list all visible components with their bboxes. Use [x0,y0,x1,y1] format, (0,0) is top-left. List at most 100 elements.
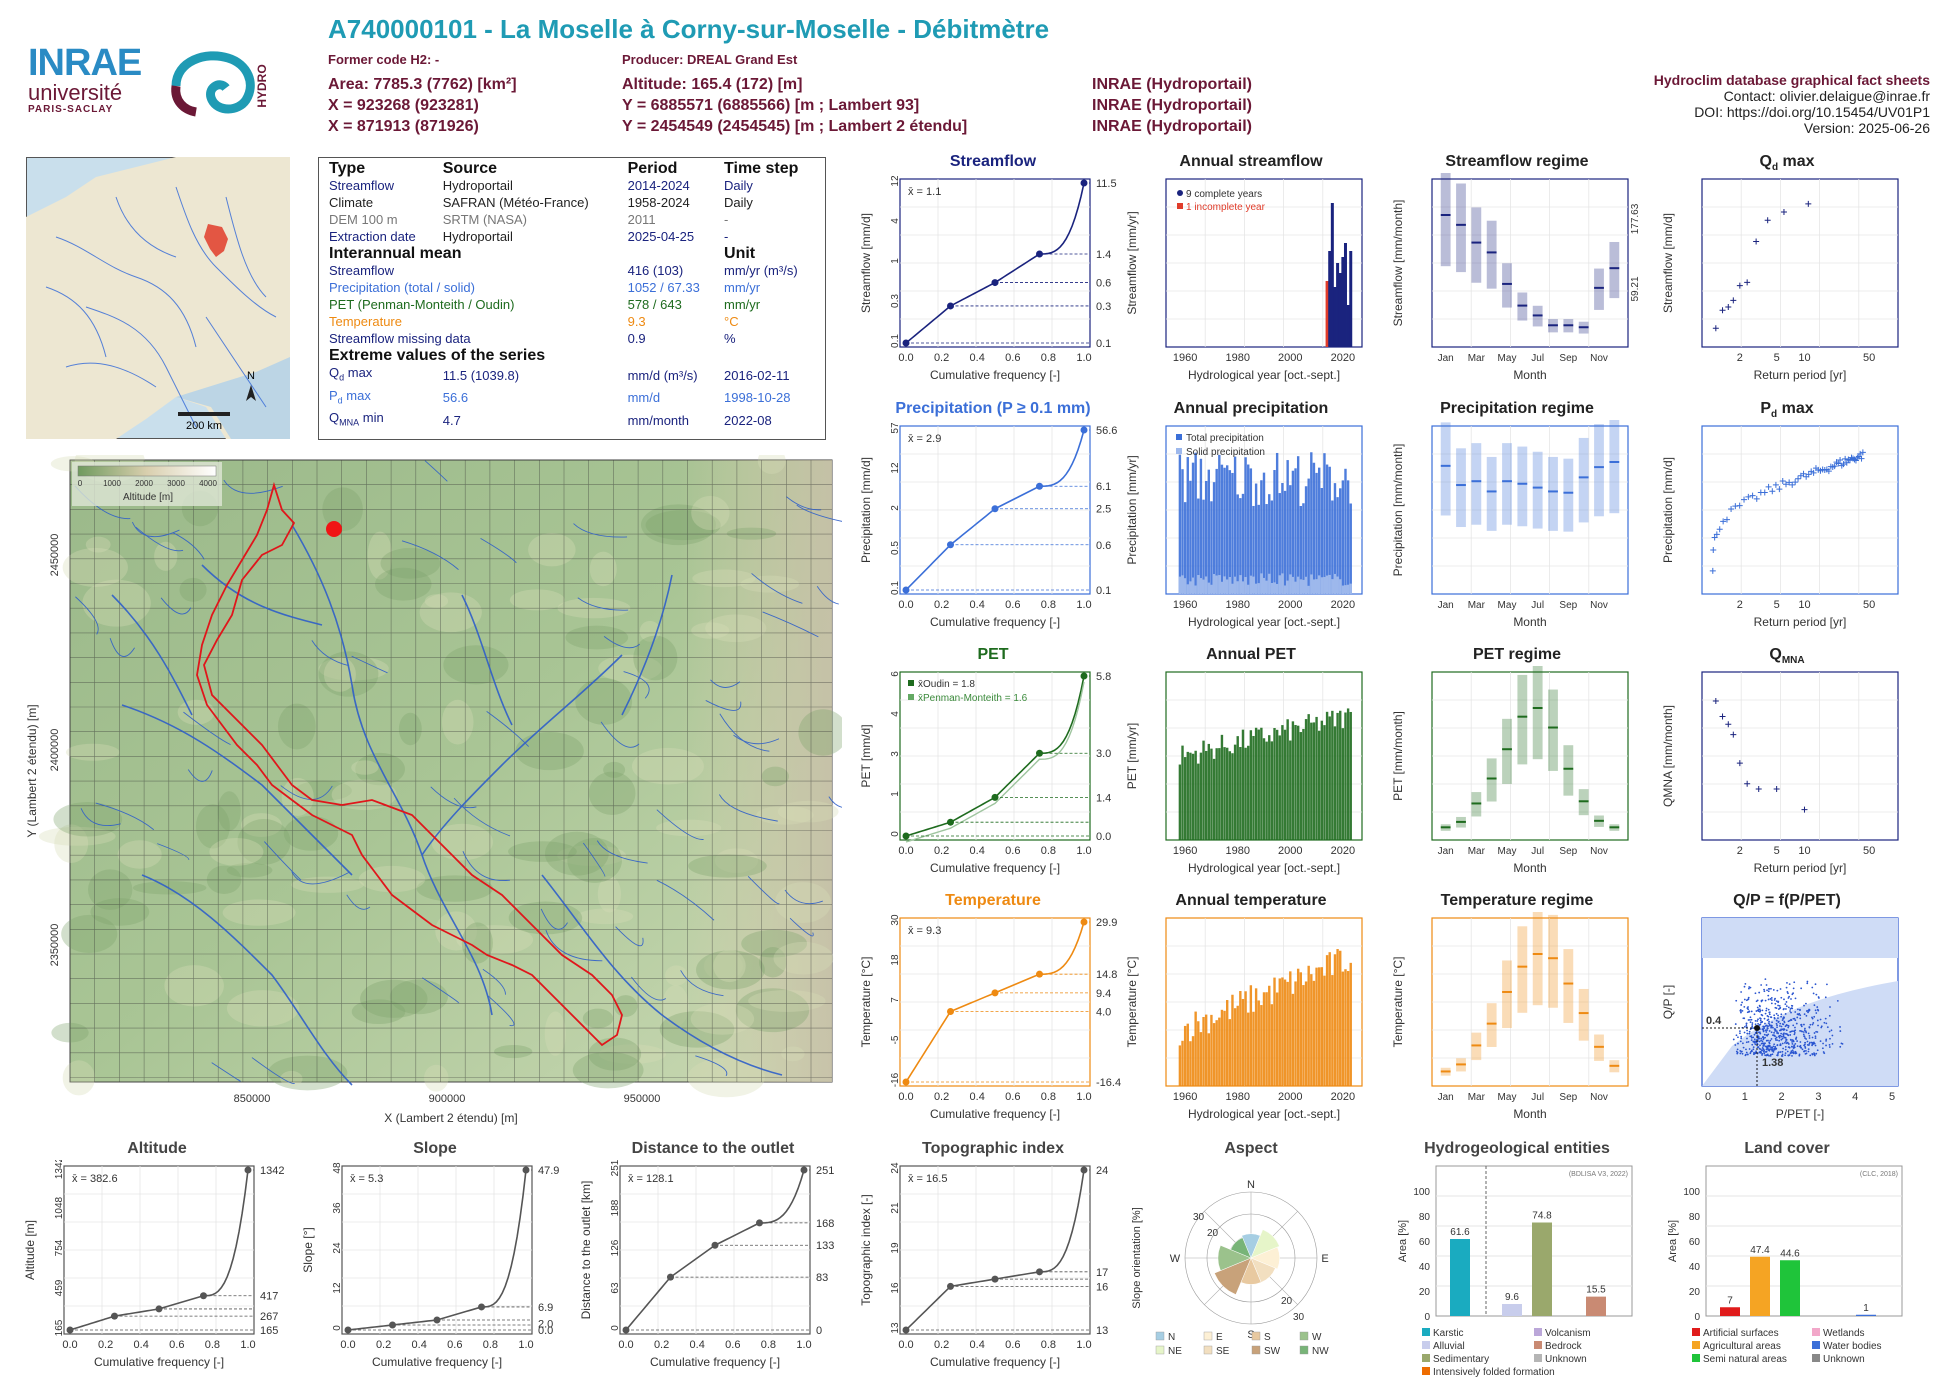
svg-text:200 km: 200 km [186,420,222,432]
qp-point [1757,1018,1759,1021]
y-axis-label: QMNA [mm/month] [1662,705,1675,807]
qp-point [1785,1005,1788,1008]
legend-entry: SE [1216,1346,1230,1357]
annual-bar [1239,498,1242,594]
compass-label: S [1247,1329,1254,1341]
qp-point [1770,1046,1773,1049]
annual-bar [1247,745,1250,840]
qp-point [1799,1009,1801,1012]
chart-plot: 2 5 10 50 Return period [yr] Precipitation [m… [1662,425,1899,629]
annual-bar [1181,1040,1184,1086]
annual-bar [1330,203,1334,347]
annual-bar [1241,998,1245,1086]
annual-bar [1307,714,1310,840]
mean-row: PET (Penman-Monteith / Oudin) 578 / 643 mm… [329,297,761,312]
x-tick: 1.0 [518,1339,533,1351]
regime-range [1578,437,1589,523]
return-point [1745,493,1752,500]
annual-bar [1186,751,1189,840]
legend-entry: Wetlands [1823,1328,1865,1339]
qp-point [1784,1048,1787,1051]
qp-point [1747,996,1750,999]
qp-point [1764,978,1767,981]
chart-plot: 0.4 1.38 0 1 2 3 4 5 P/PET [-] Q/P [-] [1662,917,1899,1121]
qp-point [1754,1043,1757,1046]
return-point [1792,479,1799,486]
qp-point [1760,1039,1763,1042]
x-tick: 2020 [1331,845,1355,857]
return-point [1730,731,1737,738]
qp-point [1840,1042,1843,1045]
quartile-point [1036,482,1043,490]
annual-bar [1294,468,1297,594]
annual-bar [1239,991,1242,1086]
qp-point [1831,1043,1834,1045]
x-axis-label: Cumulative frequency [-] [372,1355,502,1369]
qp-point [1754,992,1757,995]
bar-value-label: 47.4 [1750,1245,1770,1256]
chart-title: Annual streamflow [1179,153,1323,170]
annual-bar [1273,470,1276,594]
x-tick: 1.0 [1076,845,1091,857]
legend-entry: Intensively folded formation [1433,1367,1555,1378]
qp-point [1791,1054,1793,1057]
qp-point [1734,1023,1737,1025]
annual-bar [1262,992,1266,1086]
x-tick: 2020 [1331,599,1355,611]
x-tick: Jan [1438,1092,1454,1103]
return-point [1825,468,1832,475]
qp-point [1759,1048,1762,1051]
annotation: 1.38 [1762,1057,1783,1069]
qp-point [1787,1006,1790,1009]
contact-link[interactable]: Contact: olivier.delaigue@inrae.fr [1723,88,1930,104]
annual-bar [1202,499,1205,594]
y-tick: 2 [890,505,901,511]
x-tick: 2000 [1278,845,1302,857]
qp-point [1770,1031,1773,1034]
qp-point [1750,1039,1753,1042]
chart-temperature_regime: Temperature regime Jan Mar May Jul Sep Nov Mont… [1392,892,1642,1130]
aspect-sector [1217,1245,1252,1271]
chart-title: Annual PET [1206,646,1296,663]
qp-point [1784,1041,1786,1044]
qp-point [1767,994,1770,997]
qp-point [1739,1040,1742,1043]
qp-point [1781,1019,1784,1022]
qp-point [1793,981,1796,984]
regime-range [1548,456,1558,531]
chart-plot: 1342 417 267 165 0.0 0.2 0.4 0.6 0.8 1.0 165 459 754… [23,1160,284,1369]
qp-point [1831,1034,1834,1037]
y-tick: 18 [890,954,901,966]
annual-bar [1275,452,1279,594]
x-tick: 3 [1815,1091,1821,1103]
y-lambert93: Y = 6885571 (6885566) [m ; Lambert 93] [622,97,920,114]
qp-point [1747,1008,1750,1011]
x-tick: 0.6 [447,1339,462,1351]
return-point [1852,457,1859,464]
qp-point [1803,1044,1805,1047]
qp-point [1756,999,1759,1002]
x-tick: 1.0 [1076,599,1091,611]
qp-point [1786,991,1789,993]
x-tick: 0.8 [483,1339,498,1351]
y-tick: 0 [332,1325,343,1331]
doi-link[interactable]: DOI: https://doi.org/10.15454/UV01P1 [1694,104,1930,120]
y-lambert2e: Y = 2454549 (2454545) [m ; Lambert 2 éte… [622,118,968,135]
annual-bar [1344,468,1347,594]
qp-point [1760,1000,1763,1003]
qp-point [1775,1048,1777,1050]
qp-point [1791,1042,1794,1045]
qp-point [1791,1041,1793,1043]
legend-entry: 1 incomplete year [1186,202,1266,213]
annual-bar [1325,711,1329,840]
chart-annual_streamflow: Annual streamflow 9 complete years 1 incom… [1126,153,1376,391]
annual-bar [1189,752,1192,840]
return-point [1786,479,1793,486]
qp-point [1778,1039,1781,1042]
annual-bar [1239,747,1242,840]
qp-point [1768,1041,1771,1044]
y-tick: 0 [1694,1312,1700,1323]
quartile-point [344,1326,352,1334]
y-tick: 1 [890,258,901,264]
